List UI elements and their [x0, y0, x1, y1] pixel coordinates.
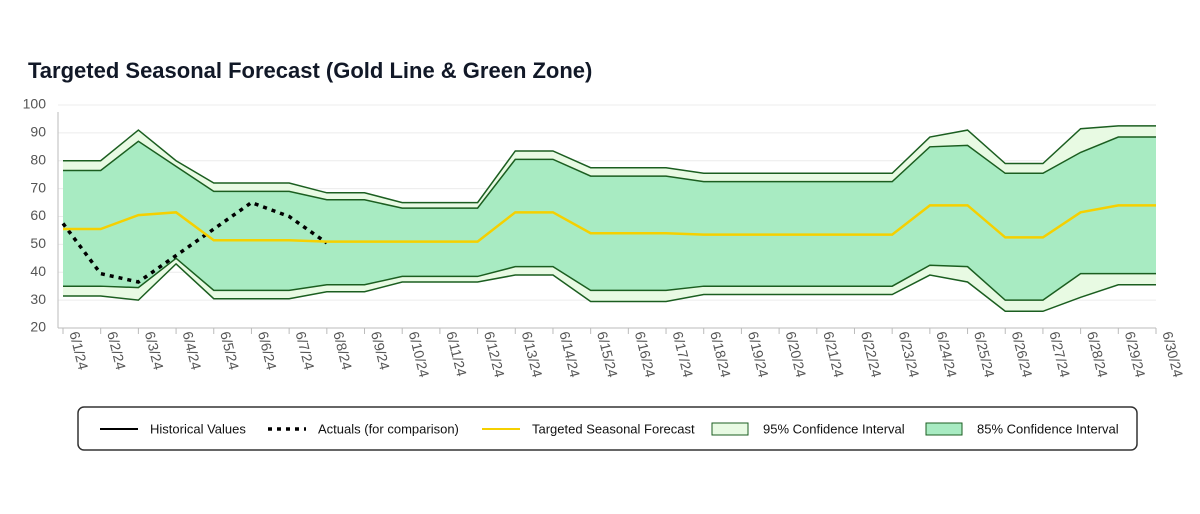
y-tick-label: 70: [30, 179, 46, 195]
x-tick-label: 6/27/24: [1046, 330, 1073, 379]
y-tick-label: 40: [30, 263, 46, 279]
x-tick-label: 6/19/24: [745, 330, 772, 379]
x-tick-label: 6/13/24: [519, 330, 546, 379]
x-tick-label: 6/7/24: [293, 330, 318, 372]
legend-label: Actuals (for comparison): [318, 421, 459, 436]
y-tick-label: 50: [30, 235, 46, 251]
x-tick-label: 6/20/24: [783, 330, 810, 379]
x-tick-label: 6/1/24: [66, 330, 91, 372]
band-edge: [63, 125, 1156, 204]
x-tick-label: 6/8/24: [330, 330, 355, 372]
x-tick-label: 6/15/24: [594, 330, 621, 379]
y-tick-label: 20: [30, 319, 46, 335]
x-tick-label: 6/6/24: [255, 330, 280, 372]
x-tick-label: 6/29/24: [1122, 330, 1149, 379]
x-tick-label: 6/11/24: [443, 330, 470, 378]
plot-area: [58, 104, 1156, 329]
legend-label: 85% Confidence Interval: [977, 421, 1119, 436]
legend-label: 95% Confidence Interval: [763, 421, 905, 436]
x-tick-label: 6/4/24: [180, 330, 205, 372]
legend-box: [77, 406, 1138, 451]
series-line: [61, 200, 328, 284]
x-tick-label: 6/10/24: [406, 330, 433, 379]
band-edge: [63, 262, 1156, 313]
x-tick-label: 6/17/24: [670, 330, 697, 379]
y-tick-label: 60: [30, 207, 46, 223]
legend-swatch: [711, 422, 749, 436]
x-tick-label: 6/16/24: [632, 330, 659, 379]
x-tick-label: 6/21/24: [820, 330, 847, 379]
x-tick-label: 6/12/24: [481, 330, 508, 379]
x-tick-label: 6/22/24: [858, 330, 885, 379]
y-tick-label: 100: [23, 96, 47, 112]
chart-title: Targeted Seasonal Forecast (Gold Line & …: [28, 58, 592, 83]
legend-label: Targeted Seasonal Forecast: [532, 421, 695, 436]
band-edge: [63, 136, 1156, 209]
x-tick-label: 6/26/24: [1009, 330, 1036, 379]
x-tick-label: 6/14/24: [556, 330, 583, 379]
x-tick-label: 6/2/24: [104, 330, 129, 372]
x-tick-label: 6/30/24: [1159, 330, 1186, 379]
legend: Historical Values Actuals (for comparison…: [77, 406, 1138, 451]
x-tick-label: 6/3/24: [142, 330, 167, 372]
x-tick-label: 6/18/24: [707, 330, 734, 379]
x-tick-label: 6/24/24: [933, 330, 960, 379]
x-tick-label: 6/25/24: [971, 330, 998, 379]
y-tick-label: 80: [30, 151, 46, 167]
series-line: [63, 204, 1156, 243]
band-edge: [63, 257, 1156, 301]
x-tick-label: 6/23/24: [896, 330, 923, 379]
confidence-band: [63, 137, 1156, 301]
x-tick-label: 6/9/24: [368, 330, 393, 372]
y-tick-label: 30: [30, 291, 46, 307]
legend-swatch: [925, 422, 963, 436]
y-tick-label: 90: [30, 124, 46, 140]
x-tick-label: 6/5/24: [217, 330, 242, 372]
x-tick-label: 6/28/24: [1084, 330, 1111, 379]
legend-label: Historical Values: [150, 421, 246, 436]
